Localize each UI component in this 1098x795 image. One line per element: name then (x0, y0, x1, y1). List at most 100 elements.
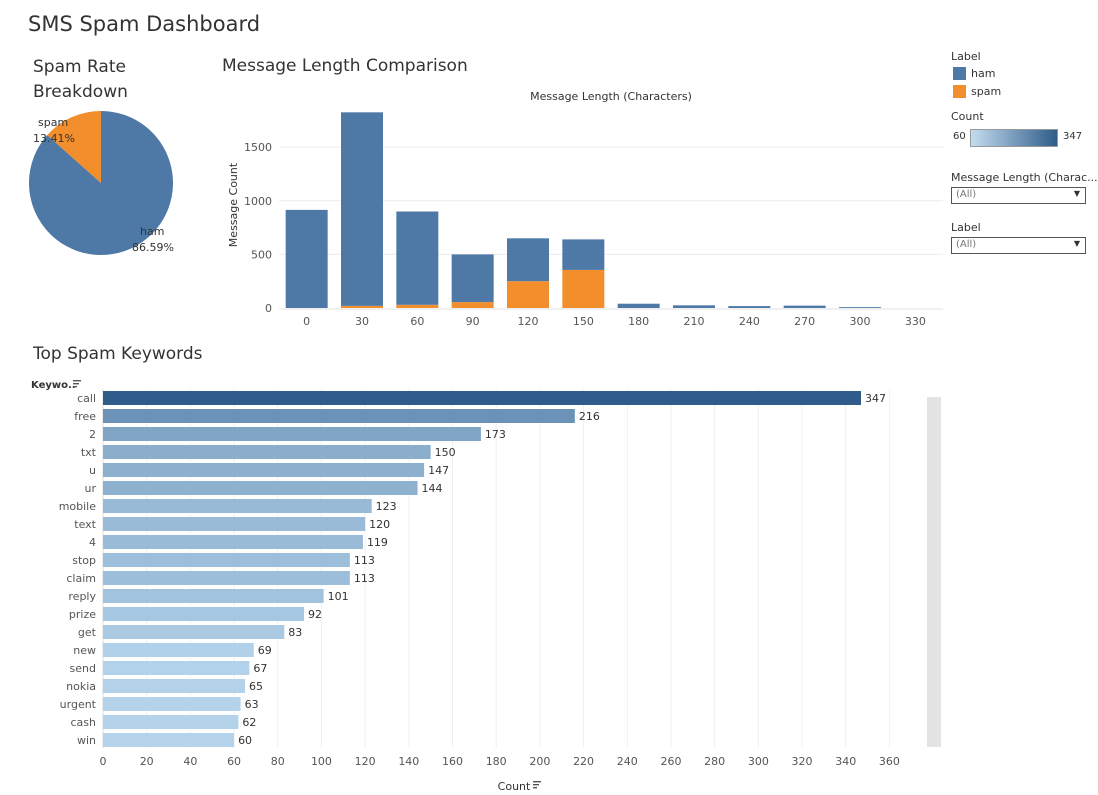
y-axis-title: Message Count (227, 162, 240, 247)
category-label: stop (72, 554, 96, 567)
value-label: 101 (328, 590, 349, 603)
column-spam-150 (562, 269, 605, 308)
legend-swatch-ham[interactable] (953, 67, 966, 80)
column-spam-120 (507, 281, 549, 308)
value-label: 144 (422, 482, 443, 495)
value-label: 60 (238, 734, 252, 747)
sort-icon-bar (533, 781, 541, 783)
pie-value-ham: 86.59% (132, 241, 174, 254)
x-tick-label: 140 (398, 755, 419, 768)
bar-get (103, 625, 285, 639)
category-label: prize (69, 608, 96, 621)
value-label: 120 (369, 518, 390, 531)
pie-slice-ham (29, 111, 174, 255)
value-label: 216 (579, 410, 600, 423)
keywords-scrollbar[interactable] (927, 397, 941, 747)
bar-prize (103, 607, 304, 621)
filter-label-value: (All) (956, 239, 977, 250)
value-label: 123 (376, 500, 397, 513)
count-color-gradient (970, 129, 1058, 147)
value-label: 113 (354, 554, 375, 567)
category-label: free (74, 410, 96, 423)
x-tick-label: 0 (303, 315, 310, 328)
pie-slice-spam (47, 111, 101, 183)
bar-ur (103, 481, 418, 495)
category-label: claim (66, 572, 96, 585)
bar-urgent (103, 697, 241, 711)
bar-text (103, 517, 366, 531)
pie-value-spam: 13.41% (33, 132, 75, 145)
value-label: 92 (308, 608, 322, 621)
x-tick-label: 180 (628, 315, 649, 328)
y-tick-label: 500 (251, 248, 272, 261)
x-tick-label: 200 (529, 755, 550, 768)
length-chart-title: Message Length Comparison (222, 56, 468, 76)
bar-send (103, 661, 250, 675)
category-label: text (74, 518, 96, 531)
x-tick-label: 20 (140, 755, 154, 768)
x-tick-label: 90 (466, 315, 480, 328)
category-label: send (70, 662, 96, 675)
category-label: urgent (60, 698, 97, 711)
y-tick-label: 1500 (244, 141, 272, 154)
bar-txt (103, 445, 431, 459)
category-label: cash (71, 716, 97, 729)
x-tick-label: 280 (704, 755, 725, 768)
keywords-chart-title: Top Spam Keywords (33, 344, 203, 364)
value-label: 65 (249, 680, 263, 693)
column-ham-120 (507, 238, 549, 282)
value-label: 119 (367, 536, 388, 549)
value-label: 347 (865, 392, 886, 405)
column-spam-90 (451, 302, 494, 308)
y-tick-label: 0 (265, 302, 272, 315)
bar-new (103, 643, 254, 657)
x-tick-label: 150 (573, 315, 594, 328)
x-tick-label: 240 (739, 315, 760, 328)
x-tick-label: 240 (617, 755, 638, 768)
x-tick-label: 60 (227, 755, 241, 768)
category-label: get (78, 626, 97, 639)
pie-chart-title: Spam Rate Breakdown (33, 57, 128, 102)
x-tick-label: 160 (442, 755, 463, 768)
legend-label-ham[interactable]: ham (971, 67, 996, 80)
sort-icon (533, 781, 541, 789)
x-tick-label: 340 (835, 755, 856, 768)
bar-cash (103, 715, 239, 729)
value-label: 67 (253, 662, 267, 675)
sort-icon (73, 380, 81, 388)
filter-length-dropdown[interactable]: (All) ▼ (951, 187, 1086, 204)
legend-title: Label (951, 50, 981, 63)
column-spam-60 (396, 304, 439, 308)
x-tick-label: 210 (684, 315, 705, 328)
legend-swatch-spam[interactable] (953, 85, 966, 98)
filter-length-value: (All) (956, 189, 977, 200)
bar-4 (103, 535, 363, 549)
bar-u (103, 463, 425, 477)
x-tick-label: 270 (794, 315, 815, 328)
value-label: 150 (435, 446, 456, 459)
count-legend-min: 60 (953, 131, 966, 142)
x-tick-label: 180 (486, 755, 507, 768)
bar-2 (103, 427, 481, 441)
legend-label-spam[interactable]: spam (971, 85, 1002, 98)
bar-mobile (103, 499, 372, 513)
x-tick-label: 360 (879, 755, 900, 768)
category-label: 2 (89, 428, 96, 441)
filter-label-dropdown[interactable]: (All) ▼ (951, 237, 1086, 254)
column-ham-180 (617, 303, 660, 308)
sort-icon-bar (73, 386, 77, 388)
bar-free (103, 409, 575, 423)
column-ham-0 (285, 209, 328, 308)
value-label: 83 (288, 626, 302, 639)
x-tick-label: 300 (748, 755, 769, 768)
value-label: 113 (354, 572, 375, 585)
keywords-axis-header: Keywo.. (31, 380, 76, 391)
category-label: nokia (66, 680, 96, 693)
bar-reply (103, 589, 324, 603)
column-ham-150 (562, 239, 605, 270)
x-tick-label: 120 (355, 755, 376, 768)
x-tick-label: 100 (311, 755, 332, 768)
column-ham-300 (839, 307, 881, 308)
